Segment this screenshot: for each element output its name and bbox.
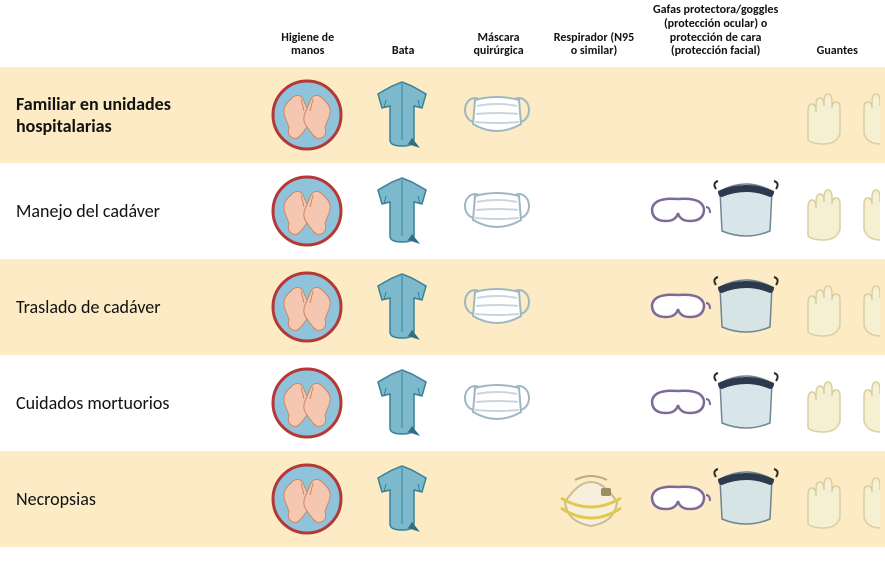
guantes-icon [792,460,884,538]
col-header-guantes: Guantes [790,45,885,59]
col-header-mascara: Máscara quirúrgica [451,32,546,60]
cell-gafas [639,460,791,538]
mascara-icon [451,268,543,346]
col-header-higiene: Higiene de manos [260,32,355,60]
table-row: Cuidados mortuorios [0,355,885,451]
guantes-icon [792,76,884,154]
cell-bata [355,76,450,154]
gafas-icon [645,268,785,346]
cell-higiene [260,268,355,346]
cell-guantes [790,172,885,250]
higiene-icon [261,268,353,346]
gafas-icon [645,172,785,250]
cell-guantes [790,364,885,442]
row-label: Manejo del cadáver [0,200,260,222]
cell-mascara [449,268,544,346]
cell-gafas [639,172,791,250]
guantes-icon [792,268,884,346]
cell-higiene [260,364,355,442]
gafas-icon [645,364,785,442]
guantes-icon [792,172,884,250]
higiene-icon [261,460,353,538]
bata-icon [356,364,448,442]
table-row: Familiar en unidades hospitalarias [0,67,885,163]
bata-icon [356,460,448,538]
ppe-table: Higiene de manos Bata Máscara quirúrgica… [0,0,885,547]
cell-higiene [260,76,355,154]
cell-mascara [449,76,544,154]
gafas-icon [645,460,785,538]
cell-guantes [790,460,885,538]
col-header-gafas: Gafas protectora/goggles (protección ocu… [642,4,790,59]
cell-gafas [639,268,791,346]
table-row: Necropsias [0,451,885,547]
cell-bata [355,364,450,442]
bata-icon [356,268,448,346]
row-label: Necropsias [0,488,260,510]
mascara-icon [451,364,543,442]
cell-mascara [449,364,544,442]
cell-higiene [260,460,355,538]
respirador-icon [545,460,637,538]
cell-bata [355,460,450,538]
bata-icon [356,172,448,250]
table-row: Traslado de cadáver [0,259,885,355]
col-header-bata: Bata [355,45,450,59]
cell-guantes [790,76,885,154]
header-row: Higiene de manos Bata Máscara quirúrgica… [0,0,885,67]
cell-guantes [790,268,885,346]
col-header-respirador: Respirador (N95 o similar) [546,32,641,60]
mascara-icon [451,76,543,154]
cell-respirador [544,460,639,538]
mascara-icon [451,172,543,250]
row-label: Cuidados mortuorios [0,392,260,414]
higiene-icon [261,364,353,442]
cell-mascara [449,172,544,250]
table-row: Manejo del cadáver [0,163,885,259]
cell-bata [355,268,450,346]
row-label: Traslado de cadáver [0,296,260,318]
cell-bata [355,172,450,250]
higiene-icon [261,76,353,154]
row-label: Familiar en unidades hospitalarias [0,93,260,137]
cell-higiene [260,172,355,250]
cell-gafas [639,364,791,442]
guantes-icon [792,364,884,442]
higiene-icon [261,172,353,250]
bata-icon [356,76,448,154]
